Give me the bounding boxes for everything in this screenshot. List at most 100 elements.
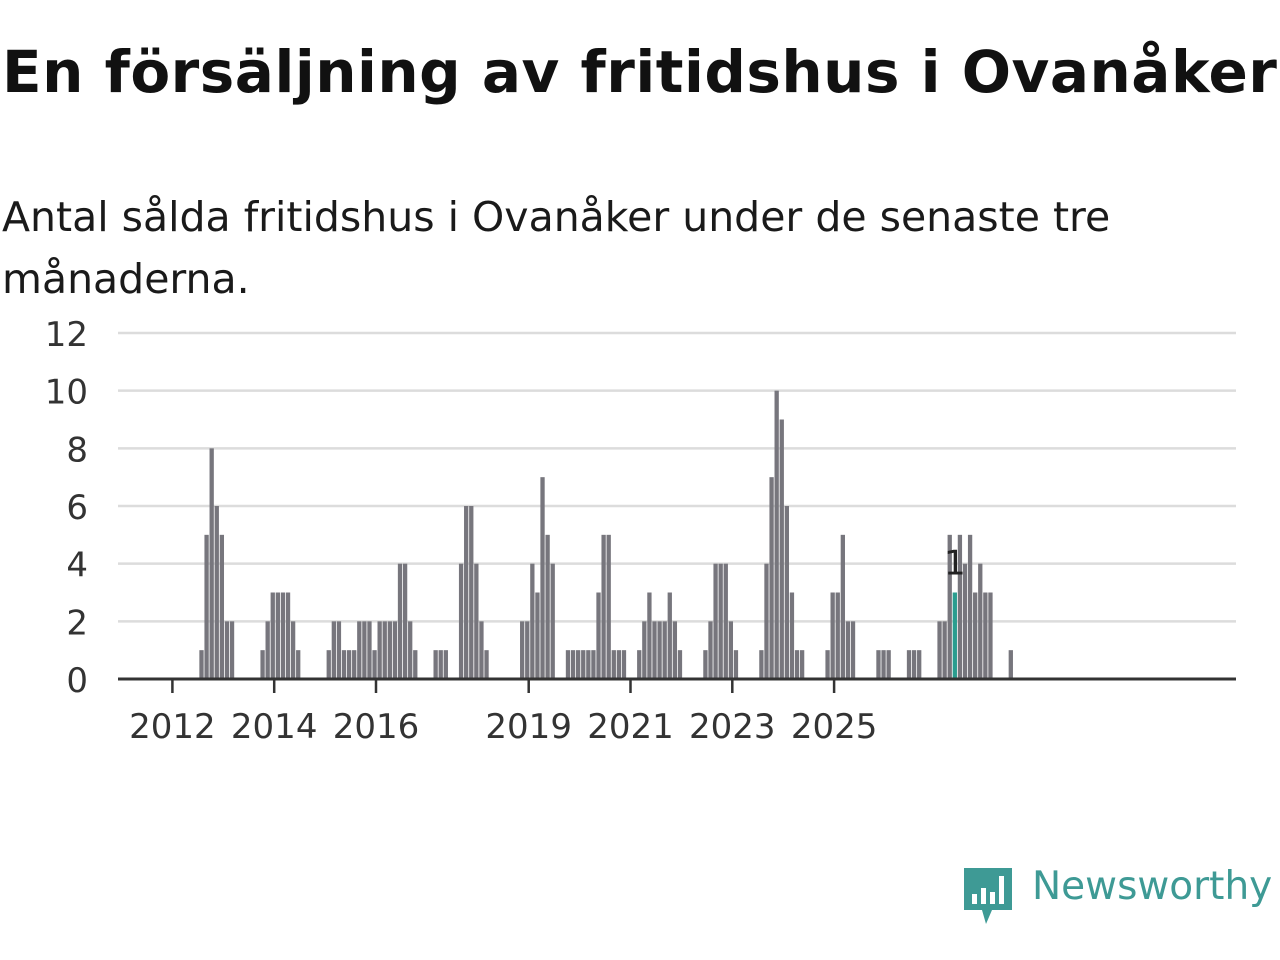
bar bbox=[377, 621, 382, 679]
bar bbox=[845, 621, 851, 679]
bar bbox=[260, 650, 265, 679]
bar bbox=[957, 534, 963, 679]
bar bbox=[540, 477, 545, 679]
bar bbox=[530, 563, 535, 679]
bar bbox=[769, 477, 774, 679]
bar bbox=[723, 563, 728, 679]
bar bbox=[392, 621, 398, 679]
bar bbox=[917, 650, 922, 679]
bar bbox=[973, 592, 978, 679]
bar bbox=[382, 621, 387, 679]
bar bbox=[214, 506, 219, 679]
bar bbox=[402, 563, 408, 679]
bar bbox=[784, 506, 789, 679]
bar bbox=[550, 563, 555, 679]
bar bbox=[835, 592, 840, 679]
bar bbox=[484, 650, 489, 679]
bar bbox=[367, 621, 372, 679]
page-subtitle: Antal sålda fritidshus i Ovanåker under … bbox=[2, 193, 1111, 303]
bar bbox=[942, 621, 947, 679]
page-title: En försäljning av fritidshus i Ovanåker bbox=[2, 38, 1278, 106]
bar bbox=[779, 419, 784, 679]
bar bbox=[331, 621, 336, 679]
bar bbox=[621, 650, 627, 679]
brand-name: Newsworthy bbox=[1032, 864, 1273, 909]
highlight-bar bbox=[952, 592, 957, 679]
bar bbox=[774, 390, 779, 679]
bar bbox=[657, 621, 662, 679]
bar bbox=[677, 650, 683, 679]
bar bbox=[799, 650, 805, 679]
y-tick-label: 2 bbox=[66, 603, 88, 643]
bar bbox=[565, 650, 571, 679]
bar bbox=[408, 621, 413, 679]
y-tick-label: 12 bbox=[45, 315, 88, 355]
y-tick-label: 4 bbox=[66, 546, 88, 586]
bar bbox=[616, 650, 622, 679]
bar bbox=[443, 650, 448, 679]
bar bbox=[789, 592, 795, 679]
bar bbox=[224, 621, 230, 679]
bar bbox=[275, 592, 280, 679]
bar bbox=[326, 650, 331, 679]
bar bbox=[479, 621, 484, 679]
bar bbox=[280, 592, 286, 679]
bar bbox=[988, 592, 993, 679]
x-tick-label: 2025 bbox=[791, 707, 878, 747]
bar bbox=[397, 563, 403, 679]
bar bbox=[535, 592, 540, 679]
bar bbox=[759, 650, 764, 679]
bar bbox=[596, 592, 601, 679]
bar bbox=[586, 650, 591, 679]
bar bbox=[387, 621, 392, 679]
bar bbox=[718, 563, 723, 679]
bar bbox=[911, 650, 917, 679]
bar bbox=[708, 621, 713, 679]
bar bbox=[346, 650, 352, 679]
bar bbox=[825, 650, 830, 679]
bar bbox=[438, 650, 443, 679]
bar bbox=[967, 534, 973, 679]
bar bbox=[576, 650, 581, 679]
bar bbox=[570, 650, 576, 679]
bar bbox=[978, 563, 983, 679]
bar bbox=[764, 563, 769, 679]
bar bbox=[601, 534, 606, 679]
bar bbox=[433, 650, 438, 679]
bar bbox=[458, 563, 464, 679]
bar bbox=[713, 563, 718, 679]
bar bbox=[290, 621, 296, 679]
bar bbox=[525, 621, 530, 679]
bar bbox=[296, 650, 301, 679]
bar bbox=[229, 621, 235, 679]
bar bbox=[881, 650, 886, 679]
bar bbox=[611, 650, 616, 679]
bar bbox=[637, 650, 642, 679]
bar bbox=[662, 621, 667, 679]
y-tick-label: 10 bbox=[45, 373, 88, 413]
bar bbox=[1008, 650, 1013, 679]
bar bbox=[357, 621, 362, 679]
bar bbox=[204, 534, 209, 679]
bar bbox=[667, 592, 672, 679]
bar bbox=[937, 621, 942, 679]
bar bbox=[372, 650, 377, 679]
bar bbox=[270, 592, 275, 679]
highlight-data-label: 1 bbox=[944, 544, 966, 584]
bar bbox=[962, 563, 968, 679]
newsworthy-logo-icon bbox=[964, 868, 1012, 924]
bar bbox=[983, 592, 988, 679]
bar bbox=[265, 621, 270, 679]
bar bbox=[474, 563, 479, 679]
bar bbox=[545, 534, 550, 679]
bar bbox=[352, 650, 357, 679]
bar bbox=[336, 621, 342, 679]
x-tick-label: 2016 bbox=[333, 707, 420, 747]
bar bbox=[581, 650, 586, 679]
bar bbox=[209, 448, 214, 679]
bar bbox=[947, 534, 952, 679]
bar bbox=[728, 621, 734, 679]
bar bbox=[285, 592, 291, 679]
bar bbox=[840, 534, 845, 679]
bar bbox=[413, 650, 418, 679]
